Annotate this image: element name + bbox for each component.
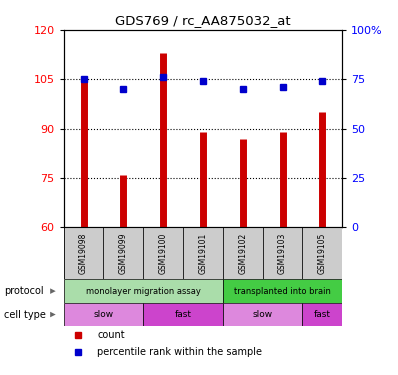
Text: protocol: protocol: [4, 286, 44, 296]
Text: GSM19098: GSM19098: [79, 233, 88, 274]
Bar: [302, 303, 342, 326]
Bar: [302, 228, 342, 279]
Text: GSM19102: GSM19102: [238, 233, 247, 274]
Text: slow: slow: [94, 310, 113, 319]
Text: fast: fast: [175, 310, 191, 319]
Bar: [223, 303, 302, 326]
Bar: [223, 279, 342, 303]
Text: GSM19105: GSM19105: [318, 233, 327, 274]
Text: monolayer migration assay: monolayer migration assay: [86, 286, 201, 296]
Text: fast: fast: [314, 310, 331, 319]
Bar: [263, 228, 302, 279]
Text: GSM19100: GSM19100: [159, 233, 168, 274]
Bar: [183, 228, 223, 279]
Text: slow: slow: [253, 310, 273, 319]
Bar: [64, 279, 223, 303]
Title: GDS769 / rc_AA875032_at: GDS769 / rc_AA875032_at: [115, 15, 291, 27]
Bar: [143, 303, 223, 326]
Text: count: count: [97, 330, 125, 340]
Text: percentile rank within the sample: percentile rank within the sample: [97, 346, 262, 357]
Text: GSM19103: GSM19103: [278, 233, 287, 274]
Bar: [223, 228, 263, 279]
Bar: [143, 228, 183, 279]
Bar: [64, 303, 143, 326]
Text: GSM19099: GSM19099: [119, 233, 128, 274]
Text: transplanted into brain: transplanted into brain: [234, 286, 331, 296]
Bar: [103, 228, 143, 279]
Text: cell type: cell type: [4, 309, 46, 320]
Bar: [64, 228, 103, 279]
Text: GSM19101: GSM19101: [199, 233, 207, 274]
